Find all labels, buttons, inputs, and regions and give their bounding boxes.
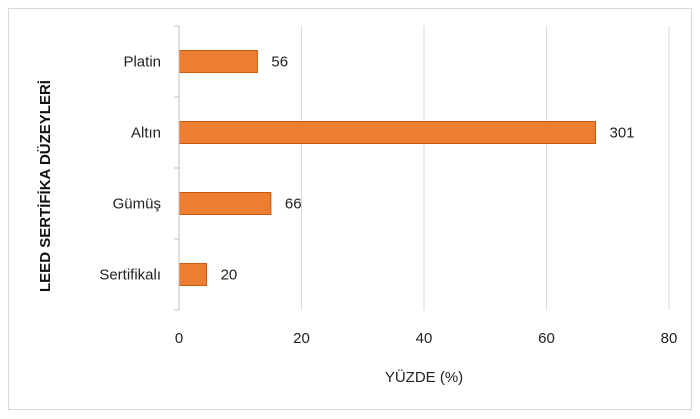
- y-axis-title: LEED SERTİFİKA DÜZEYLERİ: [37, 80, 54, 292]
- bar: [178, 192, 272, 215]
- chart-frame: [8, 8, 692, 410]
- data-label: 20: [221, 267, 238, 284]
- labels: 0 20 40 60 80 Platin 56 Altın 301 Gümüş 66 Sertifik…: [99, 54, 677, 348]
- bars: [178, 50, 596, 286]
- x-tick-label: 20: [293, 330, 310, 347]
- x-tick-label: 0: [175, 330, 183, 347]
- axes: [174, 25, 180, 311]
- category-label: Sertifikalı: [99, 267, 161, 284]
- data-label: 66: [285, 196, 302, 213]
- gridlines: [301, 26, 670, 310]
- x-tick-label: 60: [538, 330, 555, 347]
- category-label: Gümüş: [113, 196, 161, 213]
- x-tick-label: 80: [661, 330, 678, 347]
- data-label: 56: [271, 54, 288, 71]
- x-axis-title: YÜZDE (%): [385, 368, 463, 386]
- x-tick-label: 40: [416, 330, 433, 347]
- category-label: Platin: [123, 54, 161, 71]
- bar: [178, 121, 596, 144]
- bar: [178, 263, 208, 286]
- category-label: Altın: [131, 125, 161, 142]
- data-label: 301: [610, 125, 635, 142]
- bar: [178, 50, 258, 73]
